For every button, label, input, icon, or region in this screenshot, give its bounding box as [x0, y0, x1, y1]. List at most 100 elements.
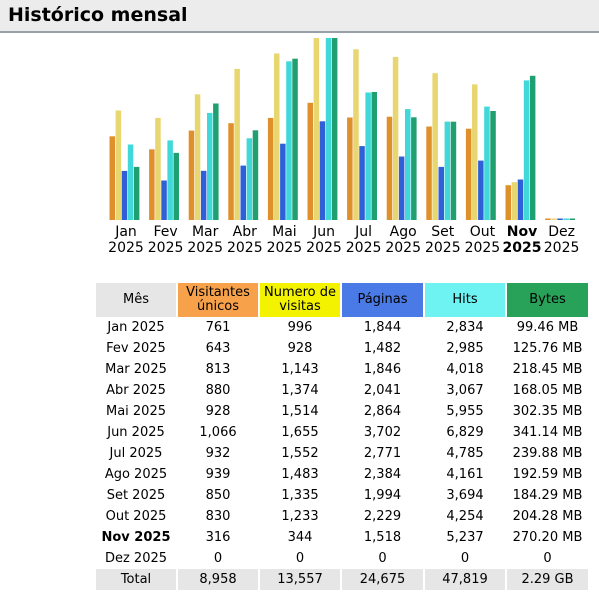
bar-paginas	[319, 121, 326, 220]
bar-visitas	[155, 117, 161, 220]
table-cell: 830	[205, 509, 231, 524]
table-header-row: Mês Visitantes únicos Numero de visitas …	[96, 283, 588, 317]
month-name: Jun	[313, 224, 335, 240]
bar-paginas	[359, 146, 365, 220]
table-cell: 1,066	[199, 425, 237, 440]
month-year: 2025	[266, 240, 303, 256]
table-row: Abr 2025 880 1,374 2,041 3,067 168.05 MB	[96, 380, 588, 401]
bar-visitantes	[109, 136, 115, 220]
header-month: Mês	[96, 283, 176, 317]
table-cell: 1,655	[281, 425, 319, 440]
table-cell: 880	[205, 383, 231, 398]
bar-visitas	[313, 38, 320, 220]
monthly-stats-table: Mês Visitantes únicos Numero de visitas …	[94, 283, 590, 590]
bar-visitas	[115, 110, 122, 220]
month-name: Dez	[548, 224, 575, 240]
bar-hits	[484, 106, 490, 220]
month-name: Mar	[191, 224, 219, 240]
month-year: 2025	[226, 240, 263, 256]
table-cell: 302.35 MB	[512, 404, 583, 419]
month-year: 2025	[345, 240, 382, 256]
month-year: 2025	[543, 240, 580, 256]
table-cell: 1,514	[281, 404, 319, 419]
bar-bytes	[173, 152, 179, 220]
table-cell: Set 2025	[106, 488, 166, 503]
table-cell: 928	[287, 341, 313, 356]
table-row: Jan 2025 761 996 1,844 2,834 99.46 MB	[96, 317, 588, 338]
bar-visitantes	[465, 128, 472, 220]
month-name: Jul	[355, 224, 373, 240]
table-cell: 1,233	[281, 509, 319, 524]
bar-bytes	[490, 111, 496, 220]
bar-visitantes	[386, 116, 393, 220]
bar-bytes	[331, 38, 338, 220]
table-cell: Nov 2025	[101, 530, 171, 545]
bar-bytes	[252, 130, 259, 220]
month-label: Jan 2025	[106, 224, 146, 256]
bar-visitas	[511, 182, 518, 220]
bar-bytes	[569, 218, 575, 220]
table-cell: 1,518	[363, 530, 402, 545]
month-label: Jul 2025	[344, 224, 384, 256]
table-cell: 2,041	[363, 383, 402, 398]
bar-visitas	[432, 73, 438, 220]
table-cell: 5,955	[446, 404, 484, 419]
month-year: 2025	[464, 240, 501, 256]
table-cell: 4,161	[446, 467, 484, 482]
monthly-bar-chart	[109, 38, 575, 221]
table-cell: 1,994	[363, 488, 402, 503]
bar-visitantes	[228, 123, 234, 220]
month-label: Mai 2025	[264, 224, 304, 256]
bar-hits	[523, 80, 530, 221]
table-cell: 928	[205, 404, 231, 419]
table-cell: 3,694	[446, 488, 484, 503]
table-cell: 6,829	[446, 425, 484, 440]
bar-hits	[286, 61, 292, 220]
bar-paginas	[280, 143, 286, 220]
month-label: Out 2025	[462, 224, 502, 256]
table-cell: 1,335	[281, 488, 319, 503]
table-cell: 1,483	[281, 467, 319, 482]
table-cell: 1,552	[281, 446, 319, 461]
table-cell: Dez 2025	[104, 551, 168, 566]
bar-hits	[246, 138, 253, 220]
bar-visitas	[194, 94, 201, 220]
table-cell: 168.05 MB	[512, 383, 583, 398]
table-cell: 239.88 MB	[512, 446, 583, 461]
bar-visitas	[392, 56, 399, 221]
bar-visitantes	[426, 126, 432, 220]
table-cell: 0	[460, 551, 470, 566]
bar-hits	[405, 109, 411, 220]
month-label: Dez 2025	[542, 224, 582, 256]
table-row: Ago 2025 939 1,483 2,384 4,161 192.59 MB	[96, 464, 588, 485]
month-name: Mai	[272, 224, 297, 240]
total-cell: 13,557	[260, 569, 340, 590]
bar-hits	[127, 144, 134, 220]
table-cell: Jun 2025	[107, 425, 165, 440]
table-cell: 204.28 MB	[512, 509, 583, 524]
bar-bytes	[450, 121, 457, 220]
table-row: Nov 2025 316 344 1,518 5,237 270.20 MB	[96, 527, 588, 548]
table-total-row: Total 8,958 13,557 24,675 47,819 2.29 GB	[96, 569, 588, 590]
table-cell: 813	[205, 362, 231, 377]
table-cell: 99.46 MB	[516, 320, 579, 335]
table-cell: 1,844	[363, 320, 402, 335]
month-label: Mar 2025	[185, 224, 225, 256]
table-row: Jun 2025 1,066 1,655 3,702 6,829 341.14 MB	[96, 422, 588, 443]
bar-visitantes	[347, 117, 353, 220]
bar-visitas	[274, 53, 280, 220]
table-cell: Jul 2025	[109, 446, 163, 461]
table-cell: 2,229	[363, 509, 402, 524]
month-name: Out	[469, 224, 496, 240]
bar-bytes	[371, 92, 377, 220]
table-cell: 1,374	[281, 383, 319, 398]
bar-hits	[563, 218, 569, 220]
total-cell: Total	[96, 569, 176, 590]
table-cell: 184.29 MB	[512, 488, 583, 503]
bar-hits	[444, 121, 451, 220]
table-cell: 0	[295, 551, 305, 566]
bar-paginas	[161, 180, 167, 220]
section-title: Histórico mensal	[8, 4, 188, 26]
bar-paginas	[557, 218, 563, 220]
table-cell: 2,864	[363, 404, 402, 419]
